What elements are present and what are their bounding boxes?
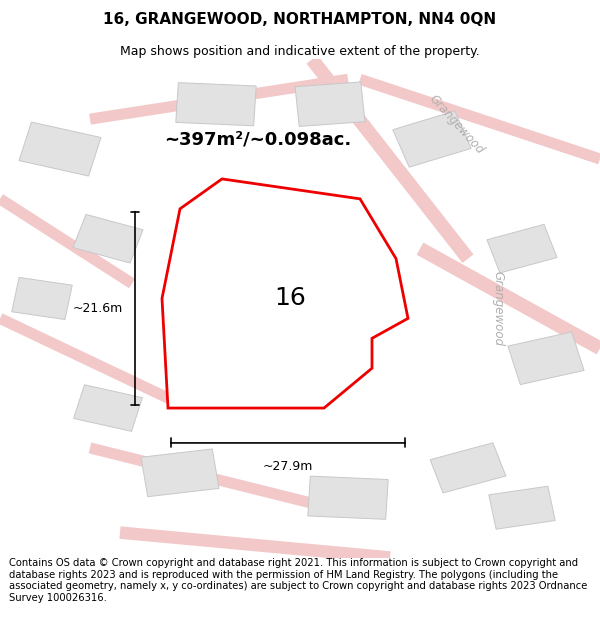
Bar: [430, 442, 506, 493]
Bar: [508, 332, 584, 384]
Text: ~21.6m: ~21.6m: [73, 302, 123, 315]
Text: 16: 16: [274, 286, 307, 311]
Bar: [73, 214, 143, 263]
Text: Grangewood: Grangewood: [426, 92, 486, 156]
Text: Contains OS data © Crown copyright and database right 2021. This information is : Contains OS data © Crown copyright and d…: [9, 558, 587, 603]
Bar: [489, 486, 555, 529]
Text: Grangewood: Grangewood: [491, 271, 505, 346]
Bar: [393, 111, 471, 167]
Text: ~27.9m: ~27.9m: [263, 461, 313, 473]
Bar: [141, 449, 219, 497]
Polygon shape: [162, 179, 408, 408]
Bar: [308, 476, 388, 519]
Text: 16, GRANGEWOOD, NORTHAMPTON, NN4 0QN: 16, GRANGEWOOD, NORTHAMPTON, NN4 0QN: [103, 12, 497, 27]
Text: Map shows position and indicative extent of the property.: Map shows position and indicative extent…: [120, 44, 480, 58]
Text: ~397m²/~0.098ac.: ~397m²/~0.098ac.: [164, 130, 352, 148]
Bar: [74, 385, 142, 431]
Bar: [19, 122, 101, 176]
Bar: [12, 278, 72, 319]
Bar: [295, 82, 365, 126]
Bar: [487, 224, 557, 273]
Bar: [176, 82, 256, 126]
